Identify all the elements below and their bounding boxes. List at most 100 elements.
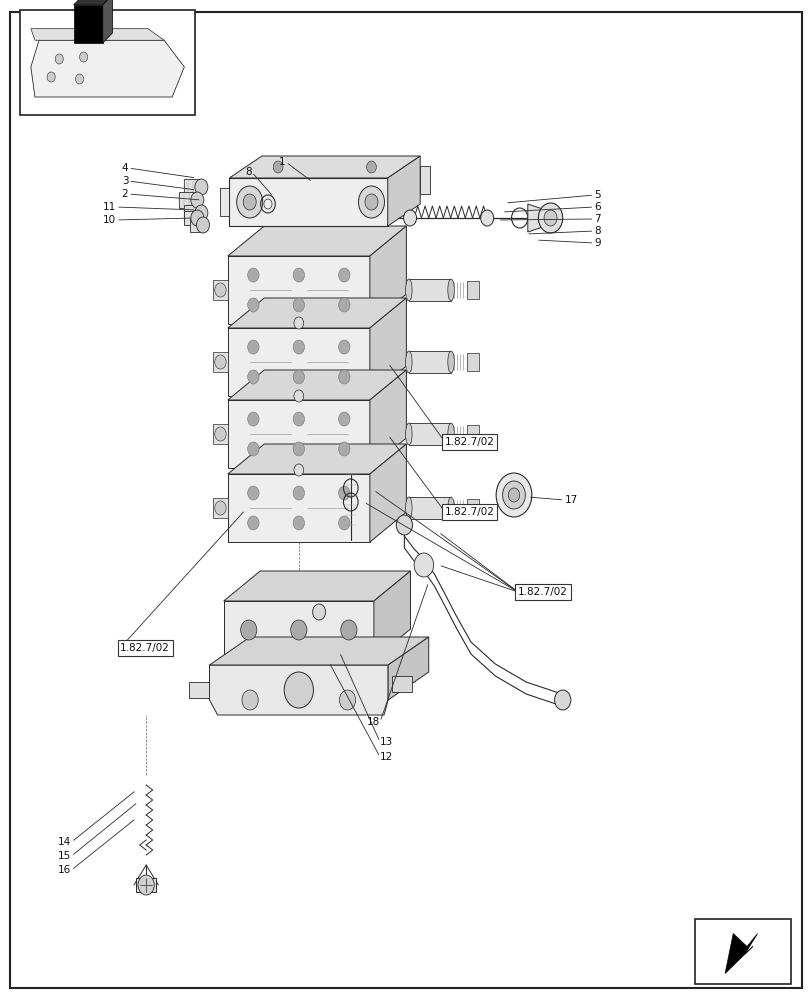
Polygon shape	[209, 665, 388, 715]
Circle shape	[480, 210, 493, 226]
Circle shape	[294, 317, 303, 329]
Circle shape	[338, 412, 350, 426]
Circle shape	[293, 298, 304, 312]
Polygon shape	[724, 934, 757, 974]
Text: 17: 17	[564, 495, 577, 505]
Polygon shape	[227, 298, 406, 328]
Circle shape	[214, 355, 225, 369]
Polygon shape	[212, 352, 227, 372]
Polygon shape	[212, 424, 227, 444]
Circle shape	[290, 620, 307, 640]
Circle shape	[403, 210, 416, 226]
Circle shape	[242, 690, 258, 710]
Polygon shape	[183, 205, 201, 221]
Circle shape	[237, 186, 262, 218]
Text: 8: 8	[594, 226, 600, 236]
Polygon shape	[420, 166, 429, 194]
Circle shape	[339, 690, 355, 710]
Circle shape	[358, 186, 384, 218]
Circle shape	[191, 192, 204, 208]
Polygon shape	[31, 40, 184, 97]
Polygon shape	[373, 571, 410, 659]
Circle shape	[293, 486, 304, 500]
Bar	[408, 423, 451, 445]
Bar	[190, 218, 203, 232]
Circle shape	[47, 72, 55, 82]
Circle shape	[195, 205, 208, 221]
Circle shape	[138, 875, 154, 895]
Circle shape	[502, 481, 525, 509]
Text: 16: 16	[58, 865, 71, 875]
Circle shape	[338, 516, 350, 530]
Polygon shape	[392, 676, 412, 692]
Polygon shape	[229, 178, 387, 226]
Circle shape	[293, 412, 304, 426]
Polygon shape	[227, 370, 406, 400]
Text: 1.82.7/02: 1.82.7/02	[120, 643, 169, 653]
Bar	[408, 279, 451, 301]
Polygon shape	[227, 444, 406, 474]
Text: 13: 13	[380, 737, 393, 747]
Polygon shape	[223, 601, 373, 659]
Polygon shape	[189, 682, 209, 698]
Text: 14: 14	[58, 837, 71, 847]
Circle shape	[247, 340, 259, 354]
Polygon shape	[227, 328, 369, 396]
Text: 1.82.7/02: 1.82.7/02	[444, 437, 494, 447]
Text: 2: 2	[122, 189, 128, 199]
Text: 12: 12	[380, 752, 393, 762]
Circle shape	[364, 194, 377, 210]
Polygon shape	[388, 637, 428, 700]
Bar	[466, 425, 478, 443]
Circle shape	[247, 516, 259, 530]
Ellipse shape	[405, 351, 411, 373]
Circle shape	[191, 210, 204, 226]
Circle shape	[247, 486, 259, 500]
Circle shape	[496, 473, 531, 517]
Text: 7: 7	[594, 214, 600, 224]
Circle shape	[396, 515, 412, 535]
Bar	[694, 919, 790, 984]
Circle shape	[214, 283, 225, 297]
Polygon shape	[31, 29, 164, 40]
Bar	[408, 351, 451, 373]
Polygon shape	[369, 444, 406, 542]
Polygon shape	[212, 498, 227, 518]
Ellipse shape	[448, 497, 453, 519]
Ellipse shape	[448, 351, 453, 373]
Polygon shape	[179, 192, 197, 208]
Circle shape	[196, 217, 209, 233]
Polygon shape	[369, 370, 406, 468]
Bar	[466, 281, 478, 299]
Polygon shape	[74, 5, 103, 43]
Polygon shape	[387, 156, 420, 226]
Ellipse shape	[448, 279, 453, 301]
Circle shape	[293, 268, 304, 282]
Circle shape	[366, 161, 375, 173]
Circle shape	[338, 340, 350, 354]
Polygon shape	[227, 400, 369, 468]
Circle shape	[538, 203, 562, 233]
Circle shape	[293, 340, 304, 354]
Bar	[466, 499, 478, 517]
Polygon shape	[227, 226, 406, 256]
Polygon shape	[183, 179, 201, 195]
Ellipse shape	[405, 279, 411, 301]
Text: 1: 1	[279, 157, 285, 167]
Text: 1.82.7/02: 1.82.7/02	[444, 507, 494, 517]
Circle shape	[293, 370, 304, 384]
Polygon shape	[212, 280, 227, 300]
Circle shape	[554, 690, 570, 710]
Ellipse shape	[405, 423, 411, 445]
Bar	[20, 10, 195, 115]
Circle shape	[294, 390, 303, 402]
Polygon shape	[219, 188, 229, 216]
Bar	[408, 497, 451, 519]
Circle shape	[284, 672, 313, 708]
Circle shape	[293, 516, 304, 530]
Circle shape	[338, 370, 350, 384]
Circle shape	[293, 442, 304, 456]
Circle shape	[214, 427, 225, 441]
Text: 5: 5	[594, 190, 600, 200]
Circle shape	[341, 620, 357, 640]
